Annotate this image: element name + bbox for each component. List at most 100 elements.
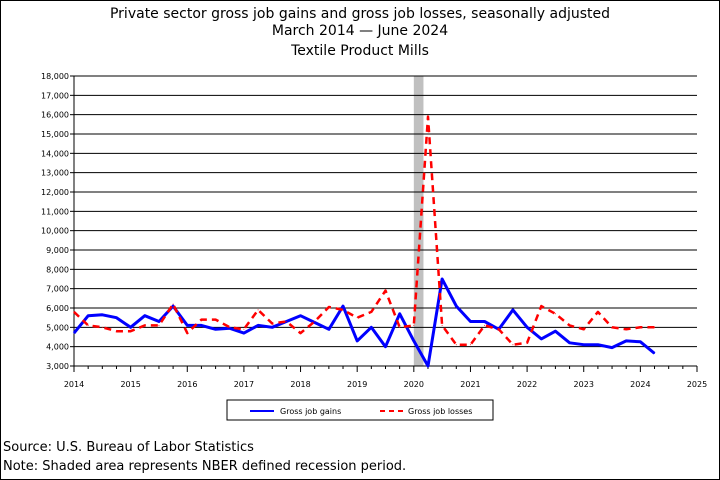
losses-point (569, 324, 571, 326)
y-tick-label: 3,000 (46, 362, 69, 371)
y-tick-label: 8,000 (46, 265, 69, 274)
gains-point (144, 315, 146, 317)
source-note: Source: U.S. Bureau of Labor Statistics (3, 440, 254, 455)
legend: Gross job gains Gross job losses (226, 399, 494, 421)
losses-point (455, 344, 457, 346)
gains-point (87, 315, 89, 317)
x-tick-label: 2015 (120, 380, 140, 389)
losses-point (498, 328, 500, 330)
x-tick-label: 2025 (687, 380, 707, 389)
losses-point (597, 311, 599, 313)
gains-point (484, 321, 486, 323)
losses-point (385, 290, 386, 292)
y-tick-label: 4,000 (46, 343, 69, 352)
y-tick-label: 17,000 (41, 91, 69, 100)
y-tick-label: 15,000 (41, 130, 69, 139)
gains-point (130, 326, 132, 328)
losses-point (625, 328, 627, 330)
gains-point (73, 332, 75, 334)
legend-losses-label: Gross job losses (408, 407, 472, 416)
gains-point (257, 324, 259, 326)
losses-point (654, 326, 656, 328)
losses-point (186, 332, 188, 334)
losses-point (243, 328, 245, 330)
gains-point (569, 342, 571, 344)
losses-point (314, 321, 316, 323)
losses-point (441, 324, 443, 326)
x-tick-label: 2021 (460, 380, 480, 389)
losses-point (158, 324, 160, 326)
gains-point (625, 340, 627, 342)
x-tick-label: 2023 (574, 380, 594, 389)
losses-point (300, 332, 302, 334)
losses-point (87, 324, 89, 326)
losses-point (285, 321, 287, 323)
x-tick-label: 2018 (290, 380, 310, 389)
losses-series-line (73, 115, 655, 346)
y-tick-label: 9,000 (46, 246, 69, 255)
losses-point (399, 326, 401, 328)
y-tick-label: 11,000 (41, 207, 69, 216)
losses-point (257, 309, 259, 311)
gains-point (554, 330, 556, 332)
gains-point (583, 344, 585, 346)
legend-box (226, 399, 494, 421)
losses-point (130, 330, 132, 332)
losses-point (356, 317, 358, 319)
losses-point (328, 306, 330, 308)
losses-point (469, 344, 471, 346)
gains-point (469, 321, 471, 323)
gains-point (441, 278, 443, 280)
y-tick-label: 7,000 (46, 285, 69, 294)
gains-point (526, 326, 528, 328)
gains-point (654, 352, 656, 354)
x-tick-label: 2024 (630, 380, 650, 389)
gains-point (229, 327, 231, 329)
y-tick-label: 12,000 (41, 188, 69, 197)
gains-point (385, 346, 386, 348)
x-tick-label: 2017 (234, 380, 254, 389)
losses-point (200, 319, 202, 321)
chart-date-range: March 2014 — June 2024 (271, 23, 449, 39)
losses-point (611, 326, 613, 328)
gains-point (328, 328, 330, 330)
gains-point (611, 347, 613, 349)
gains-point (215, 328, 217, 330)
x-tick-label: 2014 (64, 380, 84, 389)
gains-point (243, 332, 245, 334)
losses-point (540, 305, 542, 307)
x-tick-label: 2019 (347, 380, 367, 389)
chart-title: Private sector gross job gains and gross… (109, 6, 611, 22)
gains-point (512, 309, 514, 311)
gains-point (455, 305, 457, 307)
gains-point (172, 305, 174, 307)
gains-point (399, 313, 401, 315)
losses-point (73, 311, 75, 313)
y-tick-label: 14,000 (41, 149, 69, 158)
losses-point (215, 319, 217, 321)
gains-point (413, 340, 415, 342)
y-tick-label: 16,000 (41, 111, 69, 120)
losses-point (271, 322, 273, 324)
y-tick-label: 5,000 (46, 323, 69, 332)
losses-point (101, 326, 103, 328)
gains-point (158, 321, 160, 323)
gains-point (540, 338, 542, 340)
gains-point (427, 365, 429, 367)
x-tick-label: 2016 (177, 380, 197, 389)
y-tick-label: 13,000 (41, 169, 69, 178)
gains-series-line (72, 277, 656, 368)
losses-point (342, 309, 344, 311)
y-tick-label: 18,000 (41, 72, 69, 81)
y-tick-label: 6,000 (46, 304, 69, 313)
legend-gains-label: Gross job gains (280, 407, 341, 416)
x-tick-label: 2022 (517, 380, 537, 389)
losses-point (554, 313, 556, 315)
losses-point (115, 330, 117, 332)
losses-point (172, 303, 174, 305)
gains-point (200, 324, 202, 326)
losses-point (370, 311, 372, 313)
chart-industry: Textile Product Mills (291, 43, 429, 59)
gains-point (639, 341, 641, 343)
